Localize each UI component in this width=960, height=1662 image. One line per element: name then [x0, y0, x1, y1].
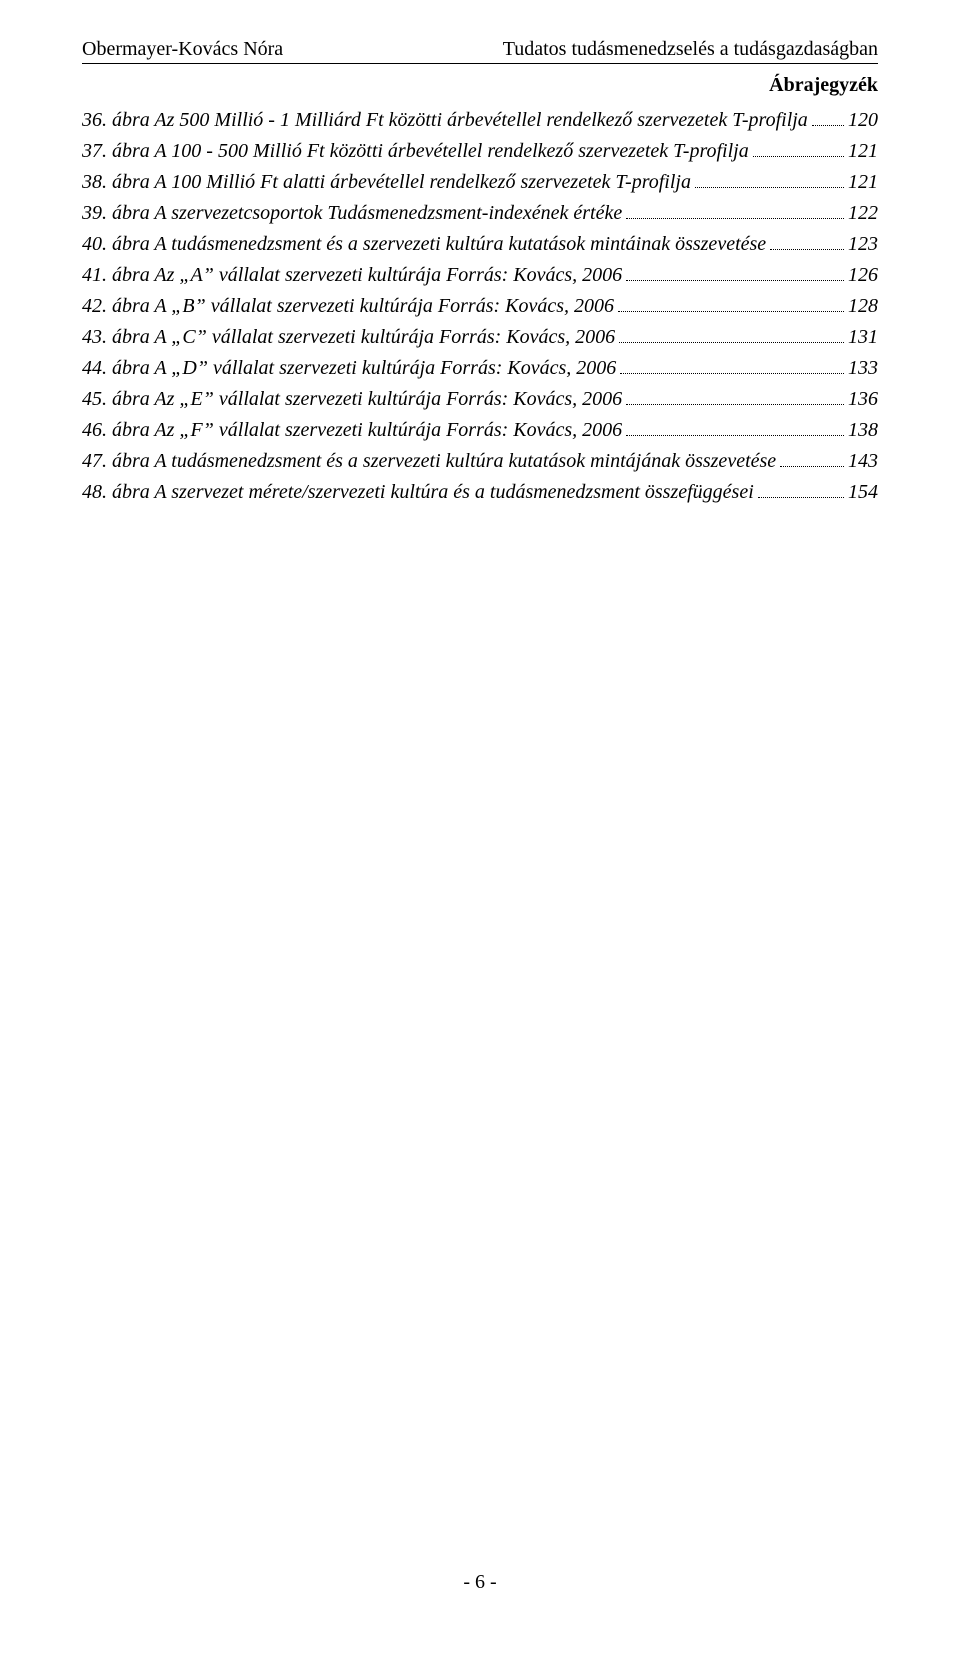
toc-entry-text: 46. ábra Az „F” vállalat szervezeti kult…: [82, 415, 622, 446]
dot-leader: [812, 109, 844, 126]
toc-entry-text: 38. ábra A 100 Millió Ft alatti árbevéte…: [82, 167, 691, 198]
figure-list: 36. ábra Az 500 Millió - 1 Milliárd Ft k…: [82, 105, 878, 508]
dot-leader: [626, 388, 844, 405]
toc-entry-text: 45. ábra Az „E” vállalat szervezeti kult…: [82, 384, 622, 415]
toc-entry-page: 131: [848, 322, 878, 353]
toc-entry-page: 133: [848, 353, 878, 384]
toc-entry: 47. ábra A tudásmenedzsment és a szervez…: [82, 446, 878, 477]
toc-entry-text: 37. ábra A 100 - 500 Millió Ft közötti á…: [82, 136, 749, 167]
toc-entry: 44. ábra A „D” vállalat szervezeti kultú…: [82, 353, 878, 384]
toc-entry-page: 143: [848, 446, 878, 477]
toc-entry-page: 123: [848, 229, 878, 260]
toc-entry-page: 126: [848, 260, 878, 291]
toc-entry-text: 40. ábra A tudásmenedzsment és a szervez…: [82, 229, 766, 260]
toc-entry-page: 128: [848, 291, 878, 322]
dot-leader: [626, 419, 844, 436]
toc-entry-page: 121: [848, 167, 878, 198]
toc-entry: 41. ábra Az „A” vállalat szervezeti kult…: [82, 260, 878, 291]
dot-leader: [618, 295, 844, 312]
toc-entry-page: 122: [848, 198, 878, 229]
toc-entry: 40. ábra A tudásmenedzsment és a szervez…: [82, 229, 878, 260]
toc-entry: 37. ábra A 100 - 500 Millió Ft közötti á…: [82, 136, 878, 167]
dot-leader: [758, 481, 844, 498]
toc-entry-text: 42. ábra A „B” vállalat szervezeti kultú…: [82, 291, 614, 322]
toc-entry: 38. ábra A 100 Millió Ft alatti árbevéte…: [82, 167, 878, 198]
toc-entry-page: 136: [848, 384, 878, 415]
page: Obermayer-Kovács Nóra Tudatos tudásmened…: [0, 0, 960, 1662]
toc-entry-text: 44. ábra A „D” vállalat szervezeti kultú…: [82, 353, 616, 384]
page-number: - 6 -: [0, 1571, 960, 1594]
toc-entry-text: 39. ábra A szervezetcsoportok Tudásmened…: [82, 198, 622, 229]
toc-entry-page: 138: [848, 415, 878, 446]
toc-entry-text: 43. ábra A „C” vállalat szervezeti kultú…: [82, 322, 615, 353]
dot-leader: [626, 202, 844, 219]
section-title: Ábrajegyzék: [82, 74, 878, 97]
toc-entry-page: 154: [848, 477, 878, 508]
dot-leader: [753, 140, 844, 157]
toc-entry: 42. ábra A „B” vállalat szervezeti kultú…: [82, 291, 878, 322]
toc-entry: 46. ábra Az „F” vállalat szervezeti kult…: [82, 415, 878, 446]
toc-entry: 36. ábra Az 500 Millió - 1 Milliárd Ft k…: [82, 105, 878, 136]
dot-leader: [626, 264, 844, 281]
toc-entry: 39. ábra A szervezetcsoportok Tudásmened…: [82, 198, 878, 229]
toc-entry: 45. ábra Az „E” vállalat szervezeti kult…: [82, 384, 878, 415]
header-title: Tudatos tudásmenedzselés a tudásgazdaság…: [503, 38, 878, 61]
dot-leader: [620, 357, 844, 374]
dot-leader: [770, 233, 844, 250]
toc-entry-text: 47. ábra A tudásmenedzsment és a szervez…: [82, 446, 776, 477]
toc-entry-text: 48. ábra A szervezet mérete/szervezeti k…: [82, 477, 754, 508]
dot-leader: [780, 450, 844, 467]
toc-entry: 48. ábra A szervezet mérete/szervezeti k…: [82, 477, 878, 508]
toc-entry: 43. ábra A „C” vállalat szervezeti kultú…: [82, 322, 878, 353]
toc-entry-page: 121: [848, 136, 878, 167]
toc-entry-page: 120: [848, 105, 878, 136]
running-header: Obermayer-Kovács Nóra Tudatos tudásmened…: [82, 38, 878, 64]
header-author: Obermayer-Kovács Nóra: [82, 38, 283, 61]
toc-entry-text: 36. ábra Az 500 Millió - 1 Milliárd Ft k…: [82, 105, 808, 136]
toc-entry-text: 41. ábra Az „A” vállalat szervezeti kult…: [82, 260, 622, 291]
dot-leader: [695, 171, 844, 188]
dot-leader: [619, 326, 844, 343]
